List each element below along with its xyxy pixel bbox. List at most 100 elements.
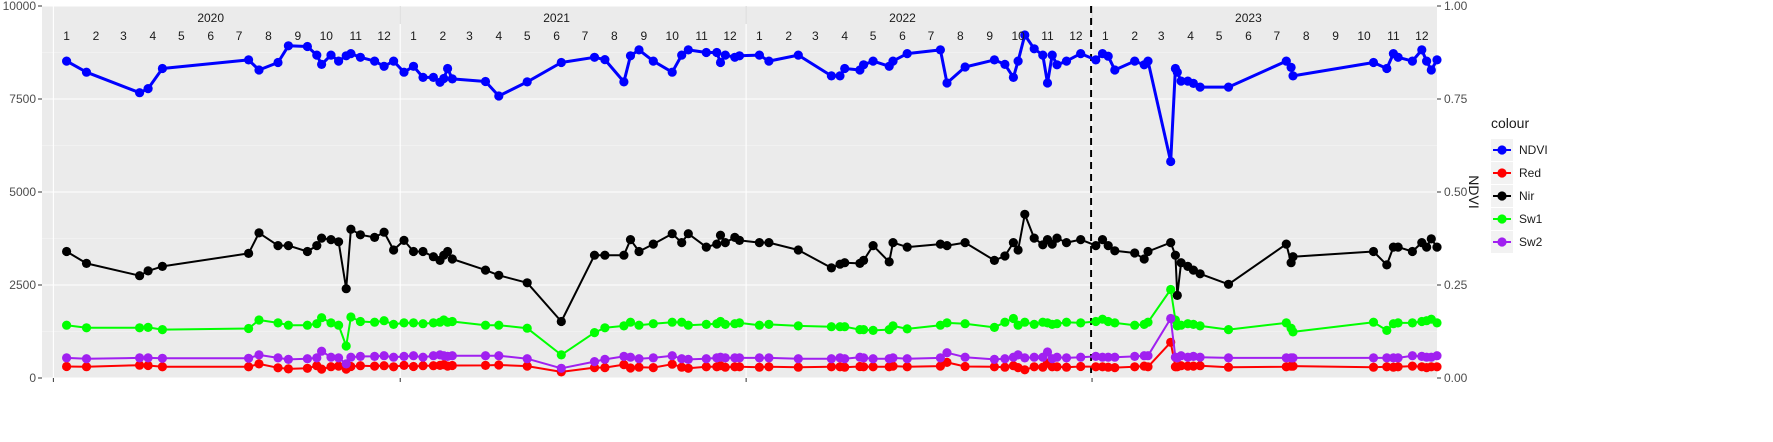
data-point-sw1: [1432, 318, 1442, 328]
data-point-sw2: [1393, 353, 1403, 363]
month-label: 7: [1273, 29, 1280, 43]
month-label: 6: [899, 29, 906, 43]
month-label: 2: [93, 29, 100, 43]
data-point-ndvi: [1091, 55, 1101, 65]
data-point-sw1: [683, 320, 693, 330]
data-point-sw2: [589, 357, 600, 367]
data-point-red: [1076, 361, 1086, 372]
data-point-sw2: [244, 353, 254, 363]
data-point-sw1: [1166, 284, 1176, 295]
data-point-sw1: [1368, 317, 1379, 327]
data-point-nir: [1281, 239, 1291, 249]
data-point-sw1: [634, 320, 644, 330]
data-point-nir: [942, 241, 952, 251]
data-point-nir: [884, 257, 894, 267]
data-point-red: [826, 362, 837, 372]
data-point-sw2: [399, 351, 409, 361]
series-sw2: [62, 313, 1442, 373]
data-point-sw2: [494, 351, 504, 361]
data-point-nir: [1061, 238, 1072, 248]
data-point-sw1: [389, 319, 399, 329]
data-point-sw1: [667, 317, 677, 327]
data-point-nir: [1188, 265, 1198, 275]
legend-key-point-sw1: [1497, 214, 1507, 224]
data-point-sw1: [1061, 317, 1072, 327]
data-point-sw1: [379, 316, 389, 326]
data-point-nir: [81, 258, 92, 268]
data-point-sw2: [1432, 351, 1442, 361]
data-point-red: [1061, 362, 1072, 372]
data-point-sw1: [81, 323, 92, 333]
data-point-ndvi: [81, 67, 92, 77]
data-point-nir: [1052, 233, 1062, 243]
data-point-ndvi: [835, 71, 845, 81]
data-point-nir: [1110, 246, 1120, 256]
data-point-ndvi: [648, 56, 658, 66]
month-label: 12: [723, 29, 737, 43]
data-point-sw2: [793, 354, 803, 364]
data-point-sw2: [312, 353, 322, 363]
month-label: 6: [1245, 29, 1252, 43]
month-label: 7: [236, 29, 243, 43]
data-point-ndvi: [1223, 82, 1234, 92]
data-point-sw2: [302, 354, 312, 364]
data-point-nir: [254, 228, 264, 238]
data-point-nir: [902, 242, 912, 252]
data-point-nir: [888, 238, 898, 248]
data-point-sw2: [522, 354, 532, 364]
data-point-sw1: [399, 318, 409, 328]
data-point-sw2: [734, 353, 745, 363]
data-point-ndvi: [135, 88, 145, 98]
data-point-ndvi: [418, 72, 428, 82]
data-point-red: [317, 364, 327, 374]
data-point-nir: [389, 245, 399, 255]
data-point-red: [1000, 362, 1010, 372]
data-point-red: [1020, 365, 1030, 375]
data-point-ndvi: [1143, 56, 1153, 66]
data-point-nir: [480, 265, 491, 275]
data-point-ndvi: [1020, 30, 1030, 40]
data-point-sw2: [648, 353, 658, 363]
data-point-sw1: [1029, 319, 1039, 329]
year-labels: 2020 2021 2022 2023: [197, 11, 1262, 25]
data-point-nir: [346, 224, 356, 234]
month-label: 7: [928, 29, 935, 43]
month-label: 3: [120, 29, 127, 43]
data-point-sw1: [341, 341, 351, 351]
legend: colour NDVI Red Nir Sw1 Sw2: [1491, 115, 1548, 253]
data-point-ndvi: [989, 55, 1000, 65]
data-point-red: [634, 362, 644, 372]
data-point-ndvi: [634, 45, 644, 55]
data-point-ndvi: [302, 41, 312, 52]
data-point-ndvi: [428, 72, 438, 82]
month-label: 10: [320, 29, 334, 43]
data-point-sw1: [143, 322, 153, 332]
data-point-sw2: [326, 352, 336, 362]
data-point-ndvi: [480, 76, 491, 87]
data-point-sw2: [720, 353, 730, 363]
data-point-sw1: [888, 321, 898, 331]
data-point-ndvi: [734, 51, 745, 61]
y-tick-label-left: 5000: [9, 185, 36, 199]
data-point-ndvi: [1008, 72, 1019, 82]
data-point-sw2: [480, 351, 491, 361]
data-point-red: [399, 360, 409, 370]
data-point-ndvi: [443, 63, 453, 74]
data-point-ndvi: [447, 74, 457, 84]
data-point-ndvi: [1052, 60, 1062, 70]
data-point-nir: [302, 246, 312, 257]
series-red: [62, 337, 1442, 377]
data-point-sw2: [634, 354, 644, 364]
data-point-sw1: [1020, 317, 1030, 327]
data-point-nir: [1097, 235, 1108, 245]
data-point-ndvi: [840, 63, 850, 74]
data-point-ndvi: [389, 56, 399, 66]
data-point-red: [701, 362, 711, 372]
month-label: 9: [1332, 29, 1339, 43]
data-point-nir: [1368, 246, 1379, 257]
data-point-ndvi: [619, 77, 629, 87]
series-sw1: [62, 284, 1442, 360]
data-point-ndvi: [1281, 56, 1291, 66]
data-point-sw2: [1000, 354, 1010, 364]
data-point-sw2: [273, 353, 283, 363]
